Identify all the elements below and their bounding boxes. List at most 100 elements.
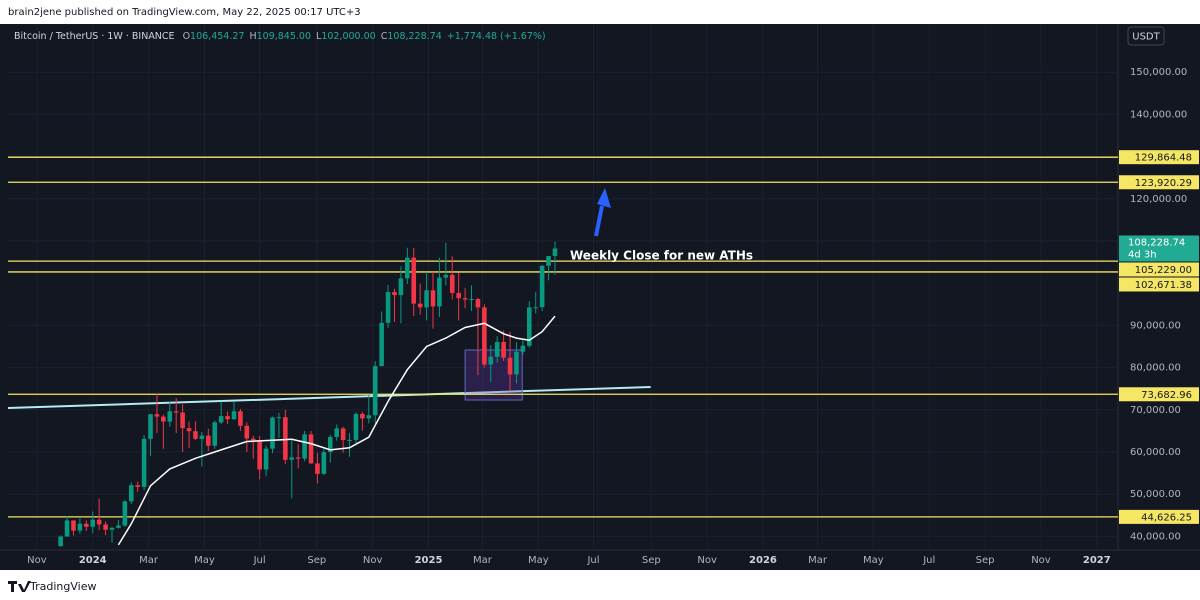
candle-body: [250, 438, 256, 441]
candle-body: [411, 257, 417, 304]
candle-body: [173, 411, 179, 413]
level-label: 123,920.29: [1135, 178, 1192, 189]
candle-body: [148, 414, 153, 439]
x-tick-label: May: [528, 555, 549, 566]
candle-body: [64, 520, 70, 537]
level-label-box: [1119, 277, 1199, 292]
candle-body: [71, 520, 76, 531]
ohlc-value: 108,228.74: [387, 31, 441, 42]
candle-body: [321, 452, 327, 474]
x-tick-label: 2024: [79, 555, 107, 566]
candle-body: [398, 278, 404, 296]
candle-body: [449, 274, 455, 293]
candle-body: [186, 428, 192, 432]
candle-body: [263, 448, 269, 470]
level-label: 44,626.25: [1141, 512, 1192, 523]
candle-body: [539, 265, 545, 308]
candle-body: [494, 341, 500, 357]
y-tick-label: 90,000.00: [1130, 320, 1181, 331]
level-label: 129,864.48: [1135, 153, 1192, 164]
symbol-legend: Bitcoin / TetherUS · 1W · BINANCE O106,45…: [14, 31, 546, 42]
currency-button[interactable]: [1127, 26, 1165, 46]
last-price-label: 108,228.74: [1128, 237, 1185, 248]
publisher-line: brain2jene published on TradingView.com,…: [8, 7, 361, 18]
candle-body: [430, 290, 436, 307]
candle-body: [180, 412, 185, 429]
y-tick-label: 60,000.00: [1130, 447, 1181, 458]
level-label-box: [1119, 509, 1199, 524]
x-tick-label: Sep: [307, 555, 326, 566]
candle-body: [225, 416, 230, 420]
annotation: Weekly Close for new ATHs: [570, 249, 753, 263]
level-label-box: [1119, 262, 1199, 277]
moving-average: [117, 315, 556, 546]
candle-body: [334, 428, 339, 437]
candle-body: [417, 303, 423, 308]
candle-body: [392, 292, 397, 296]
candle-body: [456, 292, 461, 299]
level-label-box: [1119, 387, 1199, 402]
candle-body: [353, 413, 359, 440]
candle-body: [552, 248, 558, 256]
y-tick-label: 70,000.00: [1130, 405, 1181, 416]
candle-body: [206, 435, 211, 446]
candle-body: [501, 341, 506, 358]
x-tick-label: 2025: [415, 555, 443, 566]
candle-body: [122, 501, 128, 526]
x-tick-label: Jul: [253, 555, 266, 566]
candle-body: [109, 527, 115, 530]
ohlc-value: 106,454.27: [190, 31, 244, 42]
candle-body: [533, 307, 539, 309]
x-tick-label: Nov: [1031, 555, 1051, 566]
x-tick-label: 2026: [749, 555, 777, 566]
x-tick-label: May: [863, 555, 884, 566]
chart-panel: [0, 24, 1200, 570]
candle-body: [289, 457, 295, 460]
symbol: Bitcoin / TetherUS · 1W · BINANCE: [14, 31, 175, 42]
y-tick-label: 140,000.00: [1130, 109, 1187, 120]
ohlc-key: H: [249, 31, 256, 42]
arrow-head: [597, 188, 611, 208]
level-label: 102,671.38: [1135, 280, 1192, 291]
x-tick-label: Jul: [586, 555, 599, 566]
brand-logo: [8, 581, 31, 592]
candle-body: [526, 307, 532, 346]
x-tick-label: Nov: [27, 555, 47, 566]
range-box: [464, 349, 523, 401]
x-tick-label: 2027: [1083, 555, 1111, 566]
brand-name: TradingView: [29, 580, 96, 593]
candle-body: [103, 524, 108, 530]
candle-body: [360, 413, 365, 419]
candle-body: [58, 536, 63, 547]
candle-body: [372, 366, 378, 416]
last-price-box: [1119, 235, 1199, 262]
candle-body: [437, 277, 442, 307]
x-tick-label: Sep: [642, 555, 661, 566]
arrow-shaft: [594, 205, 604, 237]
candle-body: [385, 292, 391, 323]
candle-body: [161, 416, 166, 422]
candle-body: [270, 417, 275, 449]
candle-body: [379, 322, 384, 367]
candle-body: [199, 435, 205, 439]
y-tick-label: 40,000.00: [1130, 531, 1181, 542]
candle-body: [475, 299, 481, 308]
candle-body: [520, 345, 526, 352]
candle-body: [231, 411, 237, 420]
candle-body: [154, 414, 160, 417]
candle-body: [193, 431, 198, 439]
candle-body: [514, 351, 519, 375]
y-tick-label: 80,000.00: [1130, 363, 1181, 374]
x-tick-label: Sep: [976, 555, 995, 566]
candle-body: [315, 463, 320, 474]
currency-button-label[interactable]: USDT: [1132, 32, 1160, 43]
ohlc-key: O: [183, 31, 190, 42]
ohlc-key: C: [381, 31, 388, 42]
x-tick-label: Nov: [697, 555, 717, 566]
candle-body: [283, 417, 288, 460]
candle-body: [366, 415, 372, 419]
x-tick-label: Mar: [808, 555, 828, 566]
candle-body: [462, 298, 468, 300]
candle-body: [141, 438, 147, 487]
